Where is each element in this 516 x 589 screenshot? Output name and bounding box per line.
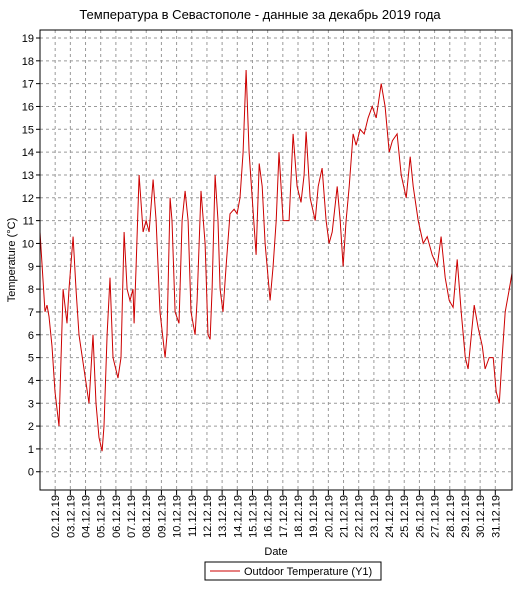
x-tick-label: 03.12.19 [65, 495, 77, 538]
x-tick-label: 16.12.19 [263, 495, 275, 538]
x-tick-label: 24.12.19 [384, 495, 396, 538]
x-tick-label: 29.12.19 [460, 495, 472, 538]
x-tick-label: 22.12.19 [354, 495, 366, 538]
x-tick-label: 02.12.19 [50, 495, 62, 538]
plot-area [39, 29, 513, 491]
chart-title: Температура в Севастополе - данные за де… [79, 7, 441, 22]
y-tick-label: 13 [22, 170, 34, 182]
x-tick-label: 28.12.19 [445, 495, 457, 538]
x-tick-label: 13.12.19 [217, 495, 229, 538]
x-tick-label: 23.12.19 [369, 495, 381, 538]
y-tick-label: 5 [28, 353, 34, 365]
legend-label: Outdoor Temperature (Y1) [244, 566, 372, 578]
x-tick-label: 12.12.19 [202, 495, 214, 538]
y-tick-label: 15 [22, 124, 34, 136]
y-tick-label: 6 [28, 330, 34, 342]
x-tick-label: 21.12.19 [339, 495, 351, 538]
y-tick-label: 10 [22, 238, 34, 250]
x-axis-label: Date [264, 546, 287, 558]
x-tick-label: 08.12.19 [141, 495, 153, 538]
x-tick-label: 18.12.19 [293, 495, 305, 538]
x-tick-label: 14.12.19 [232, 495, 244, 538]
axis-frame [39, 29, 513, 491]
x-tick-label: 07.12.19 [126, 495, 138, 538]
x-tick-label: 09.12.19 [156, 495, 168, 538]
x-tick-label: 30.12.19 [475, 495, 487, 538]
x-tick-label: 27.12.19 [430, 495, 442, 538]
y-tick-label: 4 [28, 375, 34, 387]
y-tick-label: 1 [28, 444, 34, 456]
x-tick-label: 25.12.19 [399, 495, 411, 538]
data-line [39, 69, 513, 452]
y-tick-label: 3 [28, 398, 34, 410]
x-tick-label: 26.12.19 [414, 495, 426, 538]
y-tick-label: 12 [22, 193, 34, 205]
x-tick-label: 06.12.19 [111, 495, 123, 538]
x-tick-label: 15.12.19 [247, 495, 259, 538]
y-tick-label: 16 [22, 101, 34, 113]
y-tick-label: 18 [22, 56, 34, 68]
x-tick-label: 10.12.19 [172, 495, 184, 538]
y-tick-label: 0 [28, 467, 34, 479]
y-tick-label: 17 [22, 79, 34, 91]
x-tick-label: 04.12.19 [81, 495, 93, 538]
y-tick-label: 11 [23, 216, 34, 228]
y-tick-label: 19 [22, 33, 34, 45]
x-tick-label: 05.12.19 [96, 495, 108, 538]
y-tick-label: 9 [28, 261, 34, 273]
x-tick-label: 31.12.19 [490, 495, 502, 538]
y-tick-label: 7 [28, 307, 34, 319]
y-tick-label: 8 [28, 284, 34, 296]
x-tick-label: 17.12.19 [278, 495, 290, 538]
x-tick-label: 11.12.19 [187, 495, 199, 537]
y-axis-label: Temperature (°C) [6, 218, 18, 302]
x-tick-label: 19.12.19 [308, 495, 320, 538]
y-tick-label: 2 [28, 421, 34, 433]
legend-box [204, 561, 382, 581]
y-tick-label: 14 [22, 147, 34, 159]
x-tick-label: 20.12.19 [323, 495, 335, 538]
